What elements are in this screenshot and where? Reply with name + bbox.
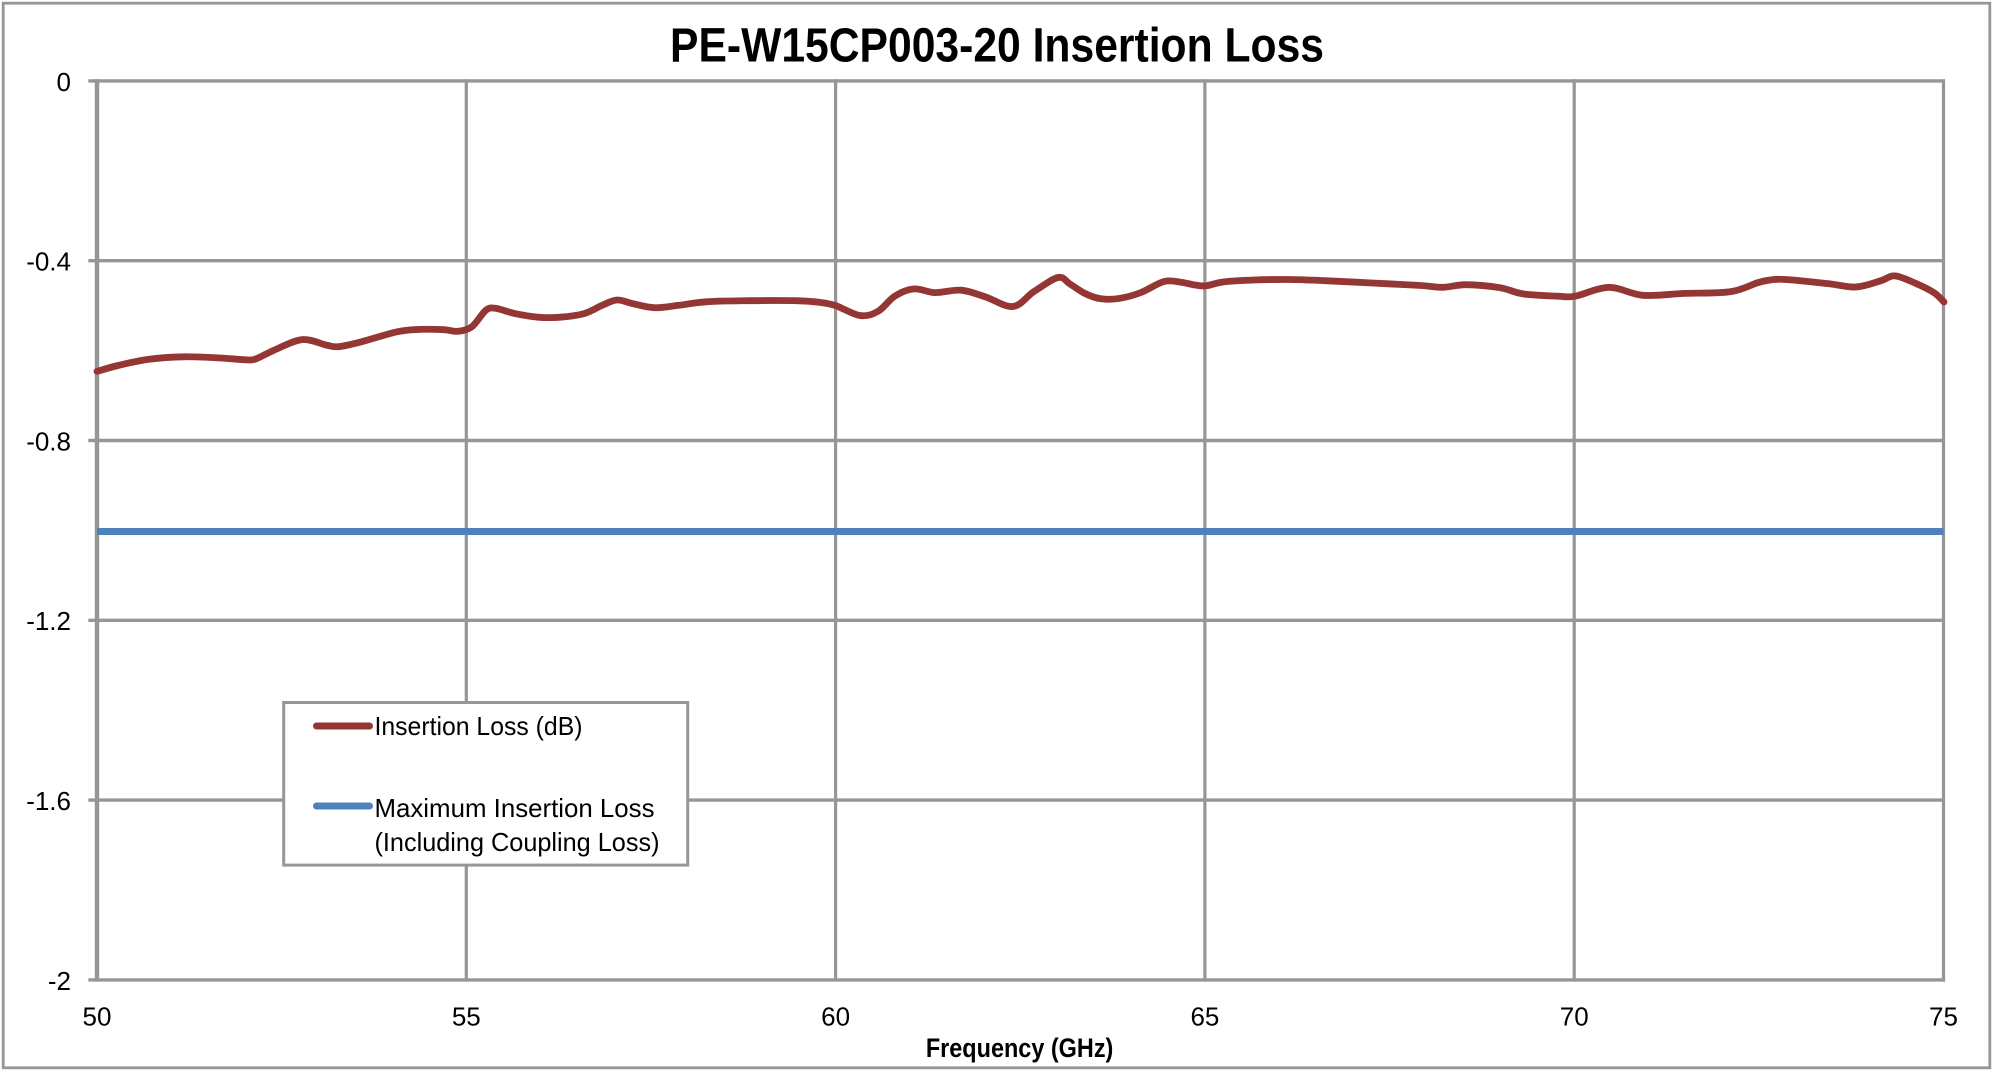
svg-text:70: 70 <box>1560 1002 1589 1032</box>
svg-text:-0.4: -0.4 <box>26 247 71 277</box>
svg-text:Maximum Insertion Loss: Maximum Insertion Loss <box>375 793 655 823</box>
svg-text:50: 50 <box>83 1002 112 1032</box>
svg-text:0: 0 <box>57 67 71 97</box>
svg-text:-1.6: -1.6 <box>26 786 71 816</box>
svg-text:75: 75 <box>1929 1002 1958 1032</box>
svg-text:65: 65 <box>1190 1002 1219 1032</box>
svg-text:(Including Coupling Loss): (Including Coupling Loss) <box>375 827 660 857</box>
svg-text:60: 60 <box>821 1002 850 1032</box>
svg-text:-1.2: -1.2 <box>26 606 71 636</box>
svg-text:55: 55 <box>452 1002 481 1032</box>
svg-text:Frequency (GHz): Frequency (GHz) <box>926 1033 1114 1063</box>
svg-text:Insertion Loss (dB): Insertion Loss (dB) <box>375 711 583 741</box>
svg-text:-2: -2 <box>48 966 71 996</box>
svg-text:PE-W15CP003-20 Insertion Loss: PE-W15CP003-20 Insertion Loss <box>670 19 1324 72</box>
svg-text:-0.8: -0.8 <box>26 426 71 456</box>
